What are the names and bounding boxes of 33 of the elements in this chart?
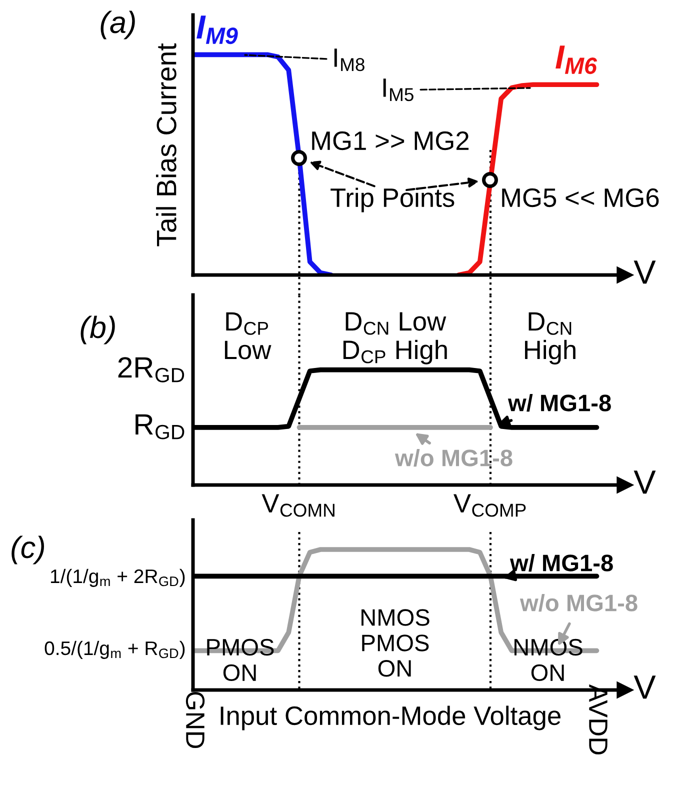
text: 1/(1/g$_{m}$ + 2R$_{GD}$) bbox=[50, 568, 185, 587]
text: D$_{CN}$ Low D$_{CP}$ High bbox=[343, 312, 447, 364]
annotation: NMOS PMOS ON bbox=[362, 609, 430, 677]
x-tick-label: V$_{COMN}$ bbox=[262, 494, 334, 517]
annotation: MG5 << MG6 bbox=[502, 188, 659, 208]
series-label: w/ MG1-8 bbox=[508, 394, 611, 412]
text: GND bbox=[186, 692, 205, 748]
legend-label: w/o MG1-8 bbox=[394, 448, 512, 467]
text: 0.5/(1/g$_{m}$ + R$_{GD}$) bbox=[44, 640, 185, 659]
x-axis-title: V bbox=[634, 470, 656, 494]
annotation: NMOS ON bbox=[514, 638, 582, 682]
x-axis-title: V bbox=[634, 676, 656, 699]
annotation: PMOS ON bbox=[207, 638, 274, 682]
x-axis-title: V bbox=[634, 260, 656, 284]
series-label: I$_{M9}$ bbox=[196, 16, 238, 44]
text: D$_{CN}$ High bbox=[525, 312, 576, 365]
annotation: Trip Points bbox=[330, 188, 454, 212]
text: R$_{GD}$ bbox=[136, 414, 184, 440]
text: Input Common-Mode Voltage bbox=[220, 706, 560, 730]
x-tick-label: V$_{COMP}$ bbox=[454, 494, 526, 517]
legend-label: w/ MG1-8 bbox=[510, 554, 613, 572]
chart-title: (a) bbox=[100, 10, 135, 40]
chart-title: (b) bbox=[80, 316, 115, 344]
series-label: I$_{M6}$ bbox=[556, 46, 598, 74]
y-axis-title: Tail Bias Current bbox=[156, 43, 176, 246]
annotation: I$_{M8}$ bbox=[334, 48, 364, 72]
chart-title: (c) bbox=[12, 536, 44, 564]
text: D$_{CP}$ Low bbox=[224, 312, 272, 360]
annotation: I$_{M5}$ bbox=[383, 78, 414, 102]
text: 2R$_{GD}$ bbox=[118, 357, 184, 382]
series-label: w/o MG1-8 bbox=[520, 594, 638, 612]
annotation: AVDD bbox=[589, 684, 608, 754]
annotation: MG1 >> MG2 bbox=[312, 131, 469, 150]
